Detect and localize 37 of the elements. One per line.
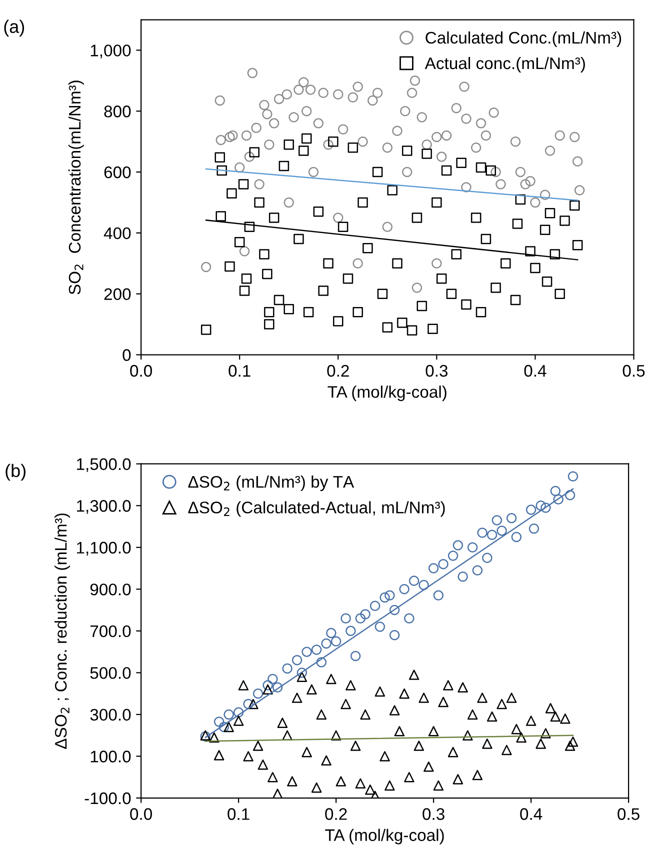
y-tick-label: 1,000 bbox=[90, 44, 131, 58]
x-tick-label: 0.4 bbox=[524, 364, 546, 377]
legend-label: ΔSO$_{2}$ (mL/Nm³) by TA bbox=[188, 476, 354, 492]
x-tick-label: 0.2 bbox=[327, 364, 349, 377]
legend-label: ΔSO$_{2}$ (Calculated-Actual, mL/Nm³) bbox=[188, 501, 445, 517]
y-tick-label: 700.0 bbox=[90, 625, 131, 638]
y-tick-label: 1,100.0 bbox=[76, 542, 131, 556]
y-tick-label: -100.0 bbox=[84, 792, 131, 804]
y-tick-label: 400 bbox=[104, 227, 131, 240]
x-tick-label: 0.4 bbox=[520, 808, 542, 820]
y-tick-label: 0 bbox=[122, 349, 131, 361]
x-tick-label: 0.3 bbox=[426, 364, 448, 377]
y-tick-label: 1,500.0 bbox=[76, 458, 131, 472]
y-tick-label: 900.0 bbox=[90, 584, 131, 596]
y-tick-label: 100.0 bbox=[90, 750, 131, 762]
text: (b) bbox=[6, 464, 26, 481]
y-axis-title: ΔSO$_{2}$ ; Conc. reduction (mL/m³) bbox=[54, 514, 70, 749]
y-tick-label: 600 bbox=[104, 166, 131, 178]
y-tick-label: 500.0 bbox=[90, 667, 131, 679]
y-tick-label: 200 bbox=[104, 288, 131, 300]
x-tick-label: 0.5 bbox=[622, 364, 645, 377]
y-tick-label: 800 bbox=[104, 106, 131, 118]
x-tick-label: 0.1 bbox=[228, 808, 250, 820]
legend-label: Actual conc.(mL/Nm³) bbox=[424, 56, 585, 72]
x-tick-label: 0.1 bbox=[228, 364, 250, 377]
x-tick-label: 0.5 bbox=[618, 808, 640, 820]
x-tick-label: 0.0 bbox=[130, 808, 152, 820]
legend-label: Calculated Conc.(mL/Nm³) bbox=[426, 31, 622, 47]
x-axis-title: TA (mol/kg-coal) bbox=[325, 828, 444, 844]
x-axis-title: TA (mol/kg-coal) bbox=[328, 386, 446, 402]
x-tick-label: 0.0 bbox=[130, 364, 152, 377]
y-tick-label: 1,300.0 bbox=[76, 500, 131, 514]
x-tick-label: 0.2 bbox=[325, 808, 347, 820]
y-axis-title: SO$_{2}$ Concentration(mL/Nm³) bbox=[68, 80, 84, 294]
y-tick-label: 300.0 bbox=[90, 708, 131, 721]
text: (a) bbox=[4, 20, 24, 37]
x-tick-label: 0.3 bbox=[422, 808, 444, 820]
